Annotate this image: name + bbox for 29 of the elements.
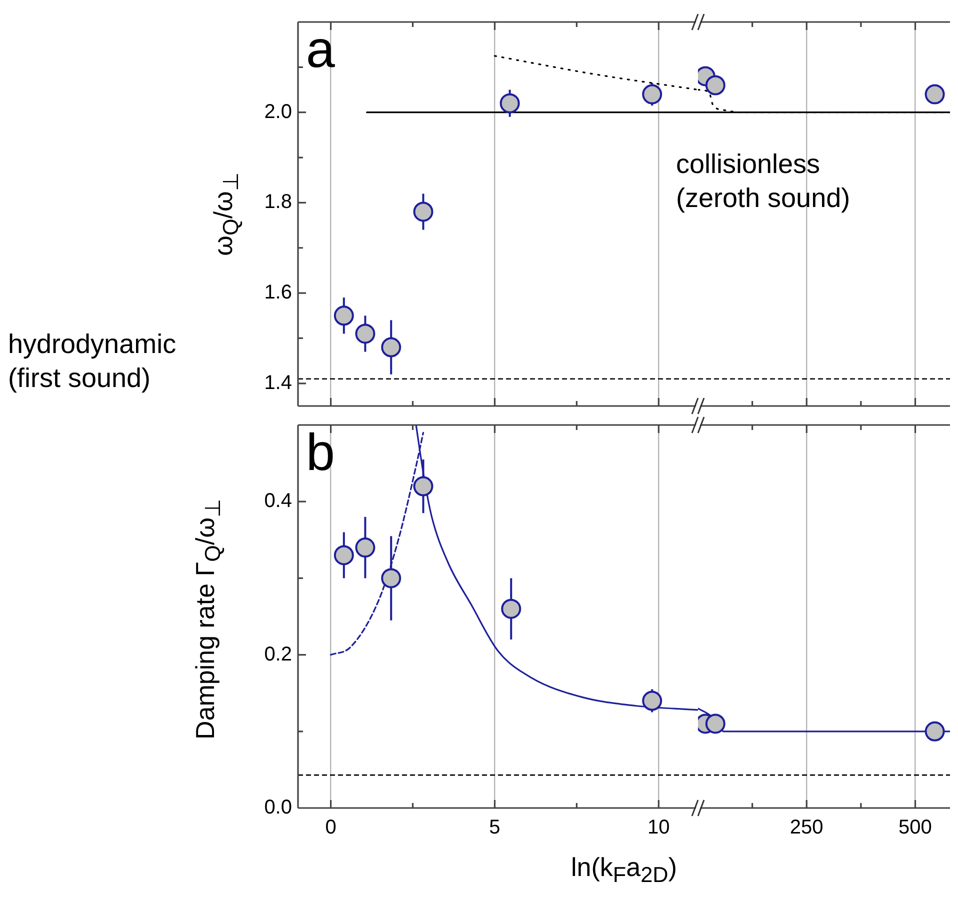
text: hydrodynamic (first sound) <box>8 328 178 395</box>
y-tick-label: 0.2 <box>264 643 292 666</box>
y-tick-label: 1.4 <box>264 372 292 394</box>
point <box>381 568 402 588</box>
y-tick-label: 1.6 <box>264 282 292 304</box>
point <box>334 545 354 566</box>
chart-title: a <box>306 21 335 79</box>
point <box>500 93 520 114</box>
point <box>501 598 522 619</box>
point <box>381 337 402 358</box>
y-tick-label: 2.0 <box>264 100 292 123</box>
x-tick-label: 500 <box>898 816 932 839</box>
point <box>642 690 662 711</box>
x-axis-title: ln(k$_{F}$a$_{2D}$) <box>570 852 678 888</box>
point <box>642 84 662 104</box>
x-tick-label: 0 <box>325 816 336 839</box>
point <box>413 476 434 496</box>
x-tick-label: 250 <box>790 816 824 839</box>
y-tick-label: 1.8 <box>264 191 292 214</box>
point <box>355 538 376 558</box>
x-tick-label: 5 <box>489 816 500 839</box>
x-tick-label: 10 <box>648 816 670 839</box>
point <box>334 306 354 326</box>
y-tick-label: 0.0 <box>264 796 292 819</box>
point <box>355 324 376 344</box>
y-tick-label: 0.4 <box>264 490 292 512</box>
point <box>413 202 434 222</box>
chart-title: b <box>306 424 335 482</box>
annotation: collisionless (zeroth sound) <box>676 148 852 215</box>
